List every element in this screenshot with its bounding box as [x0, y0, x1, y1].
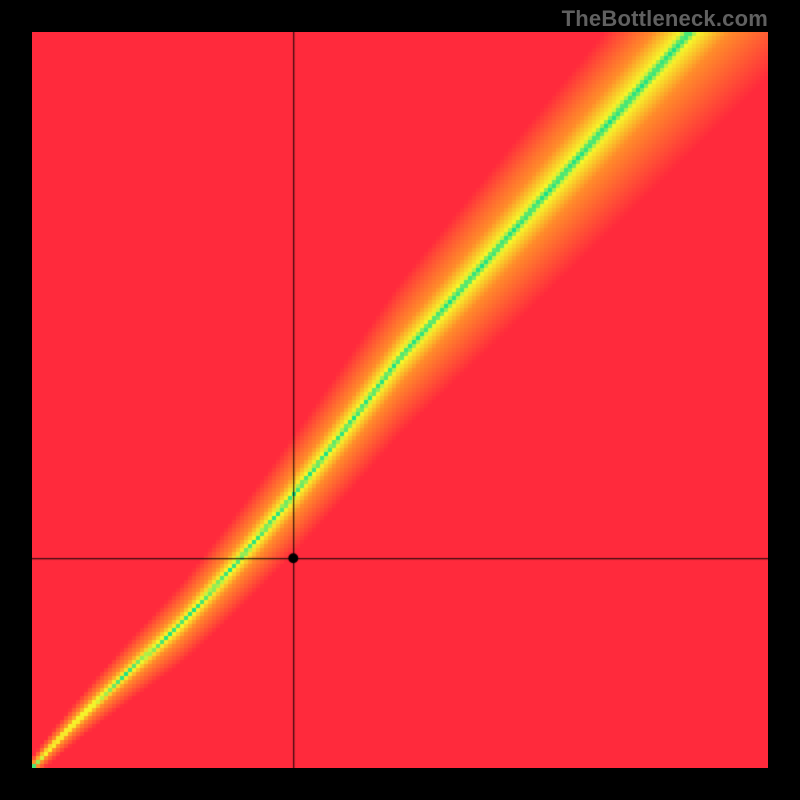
- watermark-text: TheBottleneck.com: [562, 6, 768, 32]
- heatmap-canvas: [32, 32, 768, 768]
- chart-container: TheBottleneck.com: [0, 0, 800, 800]
